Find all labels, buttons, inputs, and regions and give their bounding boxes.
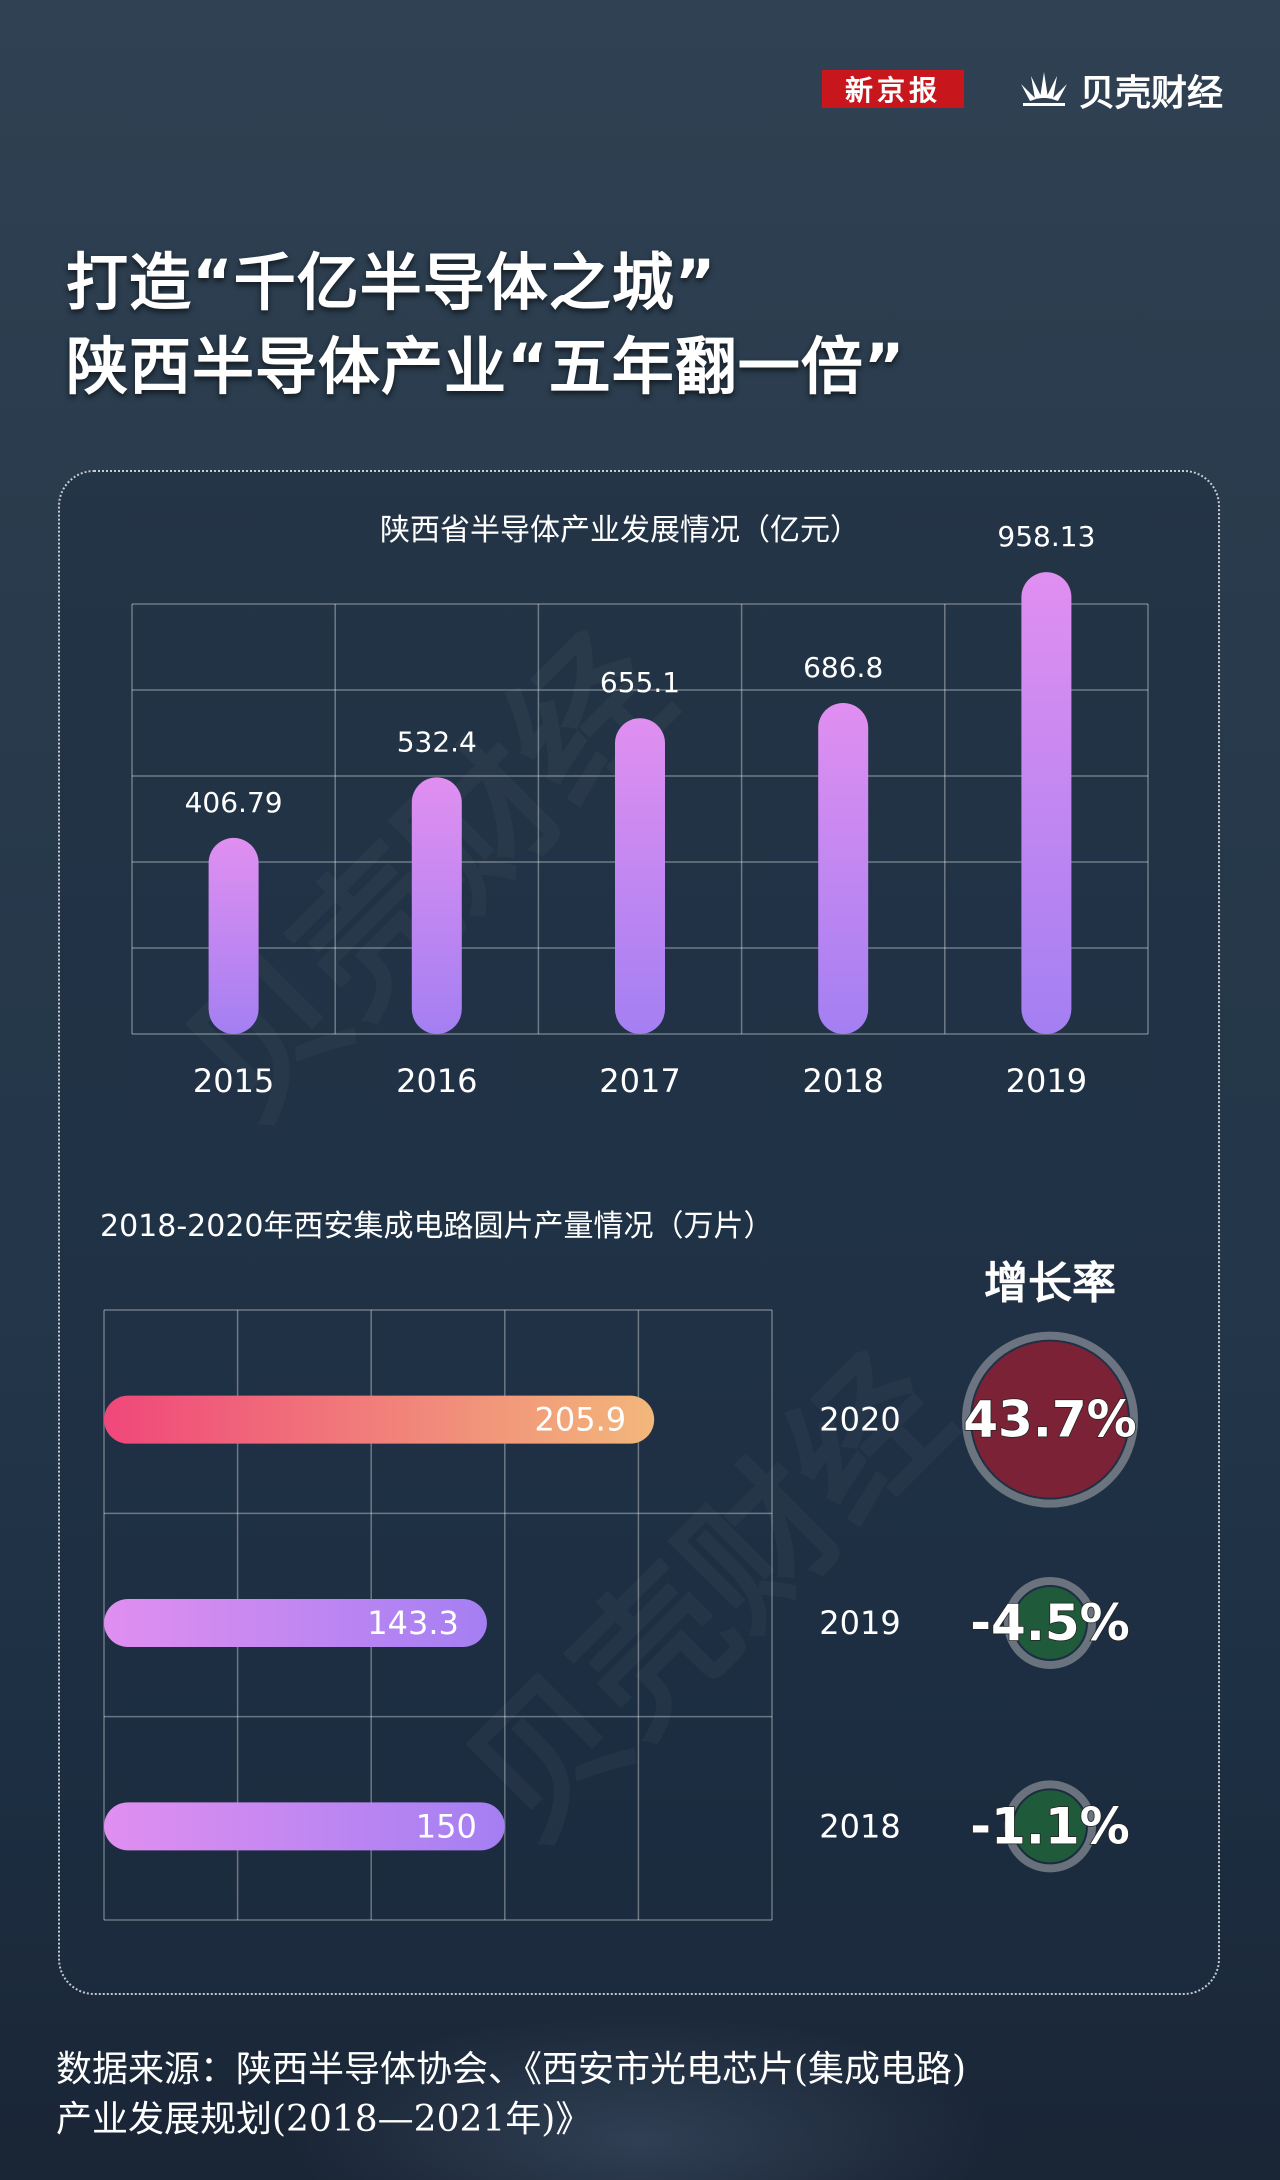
bar-value-label: 655.1: [600, 666, 680, 699]
hbar-value-label: 150: [416, 1807, 477, 1845]
shell-icon: [1021, 72, 1067, 106]
x-tick-label: 2018: [802, 1062, 883, 1100]
bar-value-label: 958.13: [997, 520, 1095, 553]
x-tick-label: 2017: [599, 1062, 680, 1100]
source-note-line-1: 数据来源：陕西半导体协会、《西安市光电芯片(集成电路): [56, 2049, 967, 2090]
wafer-output-chart: 2018-2020年西安集成电路圆片产量情况（万片） 增长率 205.9 2020…: [100, 1209, 1138, 1921]
xinjingbao-logo: 新京报: [822, 70, 964, 108]
growth-circle: [972, 1341, 1128, 1498]
bar-value-label: 686.8: [803, 651, 883, 684]
x-tick-label: 2016: [396, 1062, 477, 1100]
y-category-label: 2019: [819, 1604, 900, 1642]
hbar-2020: [104, 1395, 655, 1444]
x-tick-label: 2019: [1006, 1062, 1087, 1100]
bar-2016: [411, 777, 462, 1034]
y-category-label: 2018: [819, 1807, 900, 1845]
page-title-line-1: 打造“千亿半导体之城”: [66, 246, 717, 319]
hbar-value-label: 143.3: [367, 1604, 459, 1642]
beike-logo-text: 贝壳财经: [1079, 73, 1224, 114]
y-category-label: 2020: [819, 1401, 900, 1439]
hbar-value-label: 205.9: [535, 1401, 627, 1439]
hbar-2018: [104, 1802, 505, 1851]
source-note-line-2: 产业发展规划(2018—2021年)》: [56, 2099, 592, 2140]
growth-circle: [1014, 1790, 1086, 1863]
page-title-line-2: 陕西半导体产业“五年翻一倍”: [66, 330, 906, 403]
industry-revenue-chart: 陕西省半导体产业发展情况（亿元） 406.79 2015 532.4 2016 655.…: [185, 513, 1095, 1100]
bar-2017: [615, 718, 665, 1034]
bar-2015: [208, 837, 259, 1034]
growth-rate-label: 43.7%: [963, 1391, 1136, 1449]
growth-circle-ring: [962, 1331, 1138, 1508]
bar-value-label: 532.4: [397, 725, 477, 758]
x-tick-label: 2015: [193, 1062, 274, 1100]
growth-rate-header: 增长率: [984, 1258, 1116, 1309]
bar-2019: [1021, 572, 1072, 1034]
bar-2018: [818, 702, 869, 1034]
growth-circle-ring: [1004, 1577, 1096, 1669]
beike-logo: 贝壳财经: [1015, 64, 1223, 116]
bar-value-label: 406.79: [185, 786, 283, 819]
chart-2-title: 2018-2020年西安集成电路圆片产量情况（万片）: [100, 1209, 774, 1244]
hbar-2019: [104, 1599, 487, 1647]
chart-1-title: 陕西省半导体产业发展情况（亿元）: [380, 513, 860, 548]
growth-circle-ring: [1004, 1780, 1096, 1873]
growth-rate-label: -1.1%: [970, 1797, 1129, 1855]
growth-rate-label: -4.5%: [970, 1594, 1129, 1652]
growth-circle: [1014, 1587, 1086, 1659]
